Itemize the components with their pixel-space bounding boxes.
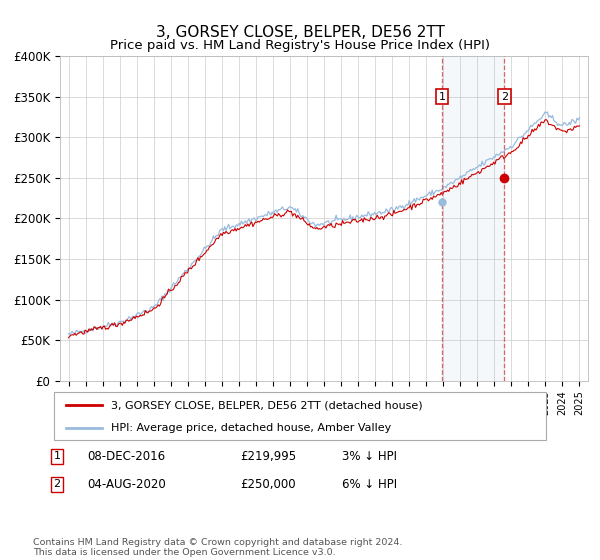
Text: 04-AUG-2020: 04-AUG-2020 [87, 478, 166, 491]
Text: 6% ↓ HPI: 6% ↓ HPI [342, 478, 397, 491]
Text: 3, GORSEY CLOSE, BELPER, DE56 2TT (detached house): 3, GORSEY CLOSE, BELPER, DE56 2TT (detac… [111, 400, 422, 410]
Text: 2: 2 [500, 92, 508, 101]
Bar [442, 56, 504, 381]
Text: 1: 1 [53, 451, 61, 461]
Text: 3, GORSEY CLOSE, BELPER, DE56 2TT: 3, GORSEY CLOSE, BELPER, DE56 2TT [155, 25, 445, 40]
Text: 1: 1 [439, 92, 445, 101]
Text: 3% ↓ HPI: 3% ↓ HPI [342, 450, 397, 463]
Text: 2: 2 [53, 479, 61, 489]
Text: Contains HM Land Registry data © Crown copyright and database right 2024.
This d: Contains HM Land Registry data © Crown c… [33, 538, 403, 557]
Text: £219,995: £219,995 [240, 450, 296, 463]
Text: 08-DEC-2016: 08-DEC-2016 [87, 450, 165, 463]
Text: £250,000: £250,000 [240, 478, 296, 491]
Text: HPI: Average price, detached house, Amber Valley: HPI: Average price, detached house, Ambe… [111, 423, 391, 433]
Text: Price paid vs. HM Land Registry's House Price Index (HPI): Price paid vs. HM Land Registry's House … [110, 39, 490, 52]
